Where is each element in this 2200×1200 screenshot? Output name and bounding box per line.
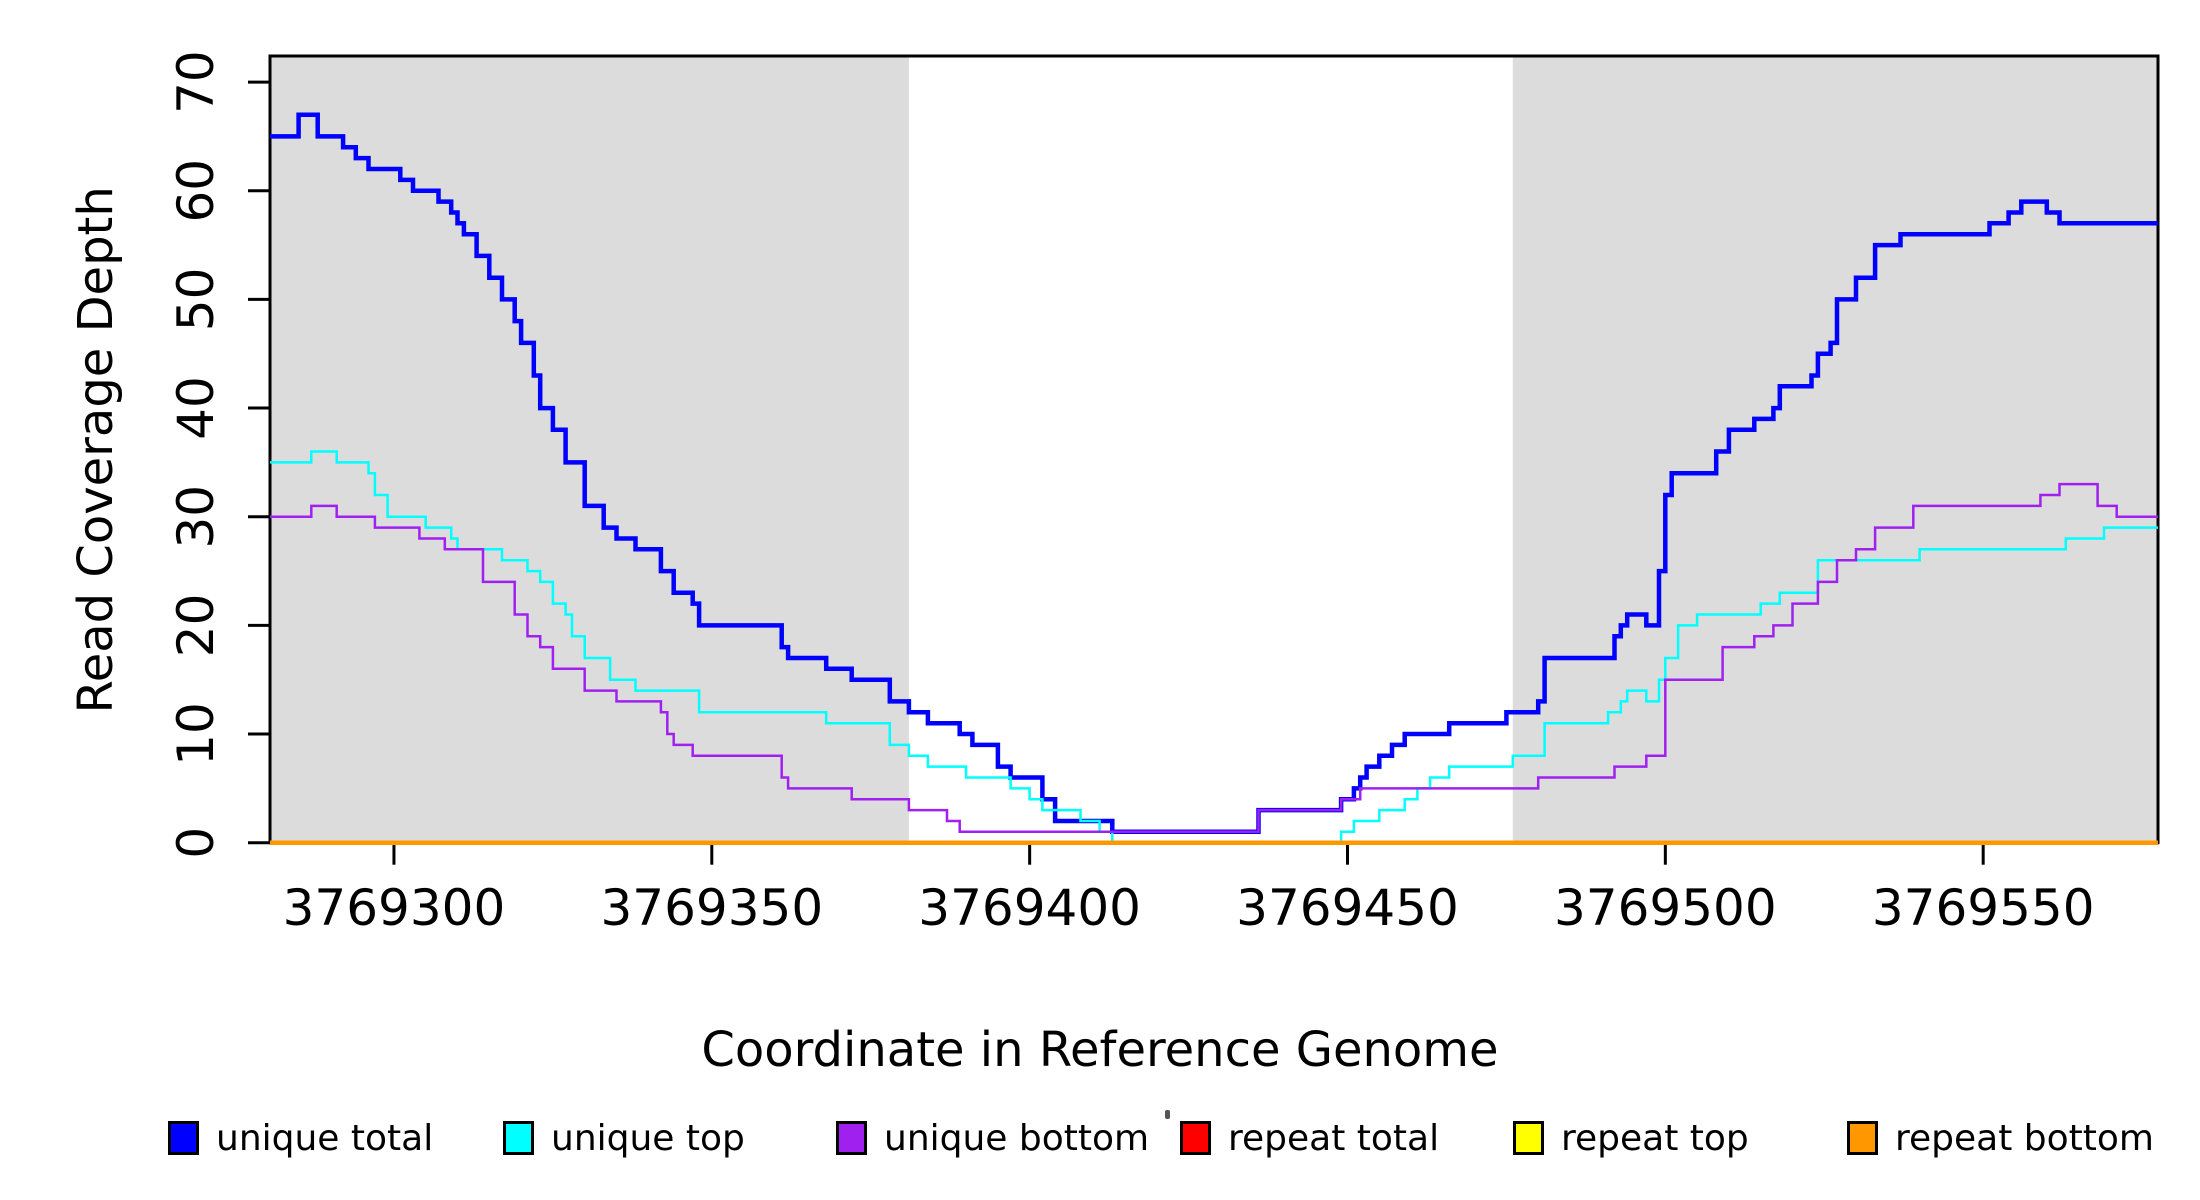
legend-label: repeat bottom [1895,1117,2154,1159]
legend-item-unique-top: unique top [503,1108,745,1168]
legend-item-repeat-top: repeat top [1513,1108,1749,1168]
legend-item-repeat-total: repeat total [1180,1108,1439,1168]
y-axis-title: Read Coverage Depth [68,186,124,714]
stray-mark [1165,1110,1170,1119]
legend-label: unique bottom [884,1117,1150,1159]
y-tick-label: 30 [167,485,225,549]
shaded-region-left-repeat-flank [270,56,909,843]
y-tick-label: 20 [167,594,225,658]
legend-swatch-unique-top [503,1121,534,1155]
legend-swatch-unique-bottom [836,1121,867,1155]
y-tick-label: 70 [167,50,225,114]
x-axis-title: Coordinate in Reference Genome [701,1022,1499,1078]
x-tick-label: 3769300 [283,879,506,937]
x-tick-label: 3769500 [1554,879,1777,937]
legend: unique total unique top unique bottom repea… [0,1108,2200,1188]
series-line-unique-bottom [270,482,2158,834]
legend-label: repeat total [1228,1117,1440,1159]
legend-swatch-repeat-top [1513,1121,1544,1155]
y-tick-label: 0 [167,827,225,859]
legend-swatch-repeat-bottom [1847,1121,1878,1155]
y-tick-label: 40 [167,376,225,440]
legend-item-unique-total: unique total [168,1108,433,1168]
x-tick-label: 3769550 [1872,879,2095,937]
legend-label: unique top [551,1117,745,1159]
y-tick-label: 60 [167,159,225,223]
legend-label: repeat top [1561,1117,1749,1159]
y-tick-label: 50 [167,268,225,332]
legend-item-repeat-bottom: repeat bottom [1847,1108,2154,1168]
x-tick-label: 3769400 [918,879,1141,937]
legend-swatch-repeat-total [1180,1121,1211,1155]
series-line-unique-total [270,112,2158,835]
legend-item-unique-bottom: unique bottom [836,1108,1149,1168]
legend-label: unique total [216,1117,434,1159]
y-tick-label: 10 [167,702,225,766]
shaded-region-right-repeat-flank [1512,56,2158,843]
x-tick-label: 3769450 [1236,879,1459,937]
legend-swatch-unique-total [168,1121,199,1155]
series-line-unique-top [270,450,2158,844]
x-tick-label: 3769350 [600,879,823,937]
